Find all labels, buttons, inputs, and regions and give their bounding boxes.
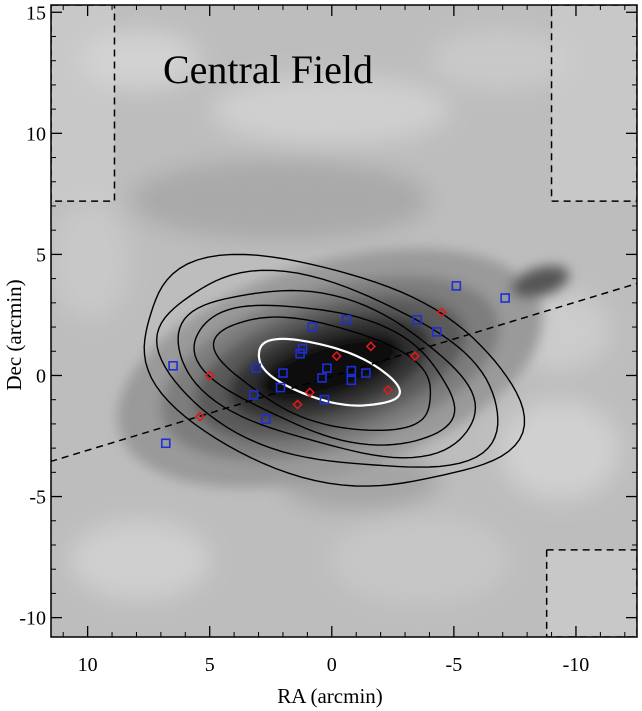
- square-marker: [317, 373, 327, 383]
- dashed-region-3: [545, 549, 637, 637]
- x-tick-label: 0: [327, 654, 337, 676]
- dashed-region-1: [51, 5, 116, 202]
- square-marker: [295, 348, 305, 359]
- x-axis-title: RA (arcmin): [277, 684, 383, 708]
- y-tick-label: -10: [19, 608, 46, 630]
- diamond-marker: [409, 350, 420, 362]
- diamond-marker: [331, 350, 342, 362]
- square-marker: [319, 394, 330, 405]
- diamond-marker: [382, 384, 394, 396]
- square-marker: [168, 360, 178, 371]
- dashed-region-2: [550, 5, 637, 202]
- contour-5: [212, 316, 432, 431]
- dashed-regions: [51, 5, 637, 637]
- y-tick-label: 5: [36, 244, 46, 266]
- square-marker: [297, 344, 308, 354]
- square-marker: [322, 363, 332, 374]
- tick-labels: 10 5 0 -5 -10 -10 -5 0 5 10 15: [19, 2, 589, 676]
- y-tick-label: 10: [26, 123, 46, 145]
- x-tick-label: 5: [205, 654, 215, 676]
- diamond-marker: [436, 307, 447, 318]
- square-marker: [451, 281, 462, 291]
- x-tick-label: 10: [78, 654, 98, 676]
- y-tick-label: 0: [36, 365, 46, 387]
- diamond-marker: [365, 341, 376, 352]
- contour-4: [193, 304, 456, 446]
- square-marker: [346, 365, 357, 376]
- contour-2: [155, 269, 499, 468]
- square-marker: [160, 438, 171, 449]
- contour-3: [177, 289, 477, 459]
- square-marker: [275, 382, 286, 393]
- square-marker: [307, 322, 318, 332]
- contour-1: [143, 253, 526, 487]
- square-marker: [248, 390, 259, 400]
- ticks: [51, 5, 637, 637]
- square-marker: [500, 293, 510, 303]
- diamond-marker: [204, 370, 215, 381]
- y-axis-title: Dec (arcmin): [2, 279, 26, 390]
- square-marker: [278, 368, 288, 378]
- x-tick-label: -10: [563, 654, 590, 676]
- plot-frame: [50, 4, 638, 638]
- diamond-marker: [194, 411, 206, 422]
- square-marker: [261, 414, 271, 424]
- plot-area: [51, 5, 637, 637]
- contours: [143, 253, 526, 487]
- square-marker: [346, 375, 357, 386]
- markers: [160, 281, 510, 449]
- square-marker: [431, 327, 442, 337]
- square-marker: [361, 368, 371, 378]
- diamond-marker: [292, 399, 303, 410]
- y-tick-label: -5: [29, 487, 46, 509]
- inner-white-contour: [257, 337, 402, 407]
- major-axis-line: [51, 282, 637, 463]
- diamond-marker: [304, 387, 315, 398]
- y-tick-label: 15: [26, 2, 46, 24]
- x-tick-label: -5: [446, 654, 463, 676]
- square-marker: [251, 363, 261, 374]
- square-marker: [341, 314, 352, 325]
- galaxy-glow: [117, 248, 569, 488]
- chart-title: Central Field: [163, 47, 373, 92]
- square-marker: [412, 314, 423, 325]
